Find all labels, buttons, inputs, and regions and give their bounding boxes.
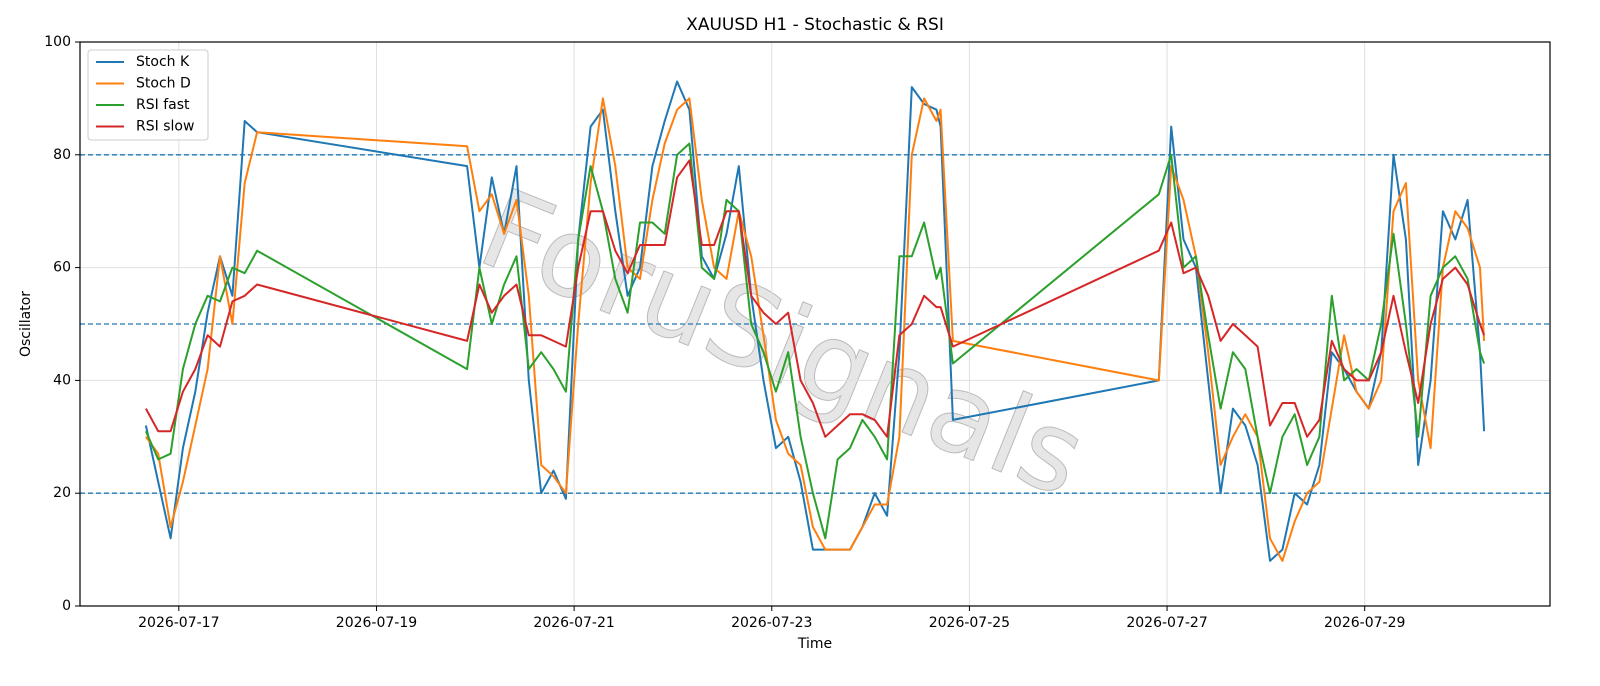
x-axis-label: Time (797, 636, 832, 652)
legend-label: RSI fast (136, 97, 190, 113)
plot-frame (79, 41, 1551, 607)
y-tick-label: 100 (44, 34, 71, 50)
chart-title: XAUUSD H1 - Stochastic & RSI (686, 15, 944, 35)
series-line (144, 142, 1486, 540)
series-line (145, 97, 1486, 562)
x-tick-label: 2026-07-25 (929, 615, 1010, 631)
y-axis-label: Oscillator (18, 291, 34, 357)
series-line (145, 159, 1486, 438)
y-tick-label: 20 (53, 485, 71, 501)
y-tick-label: 40 (53, 372, 71, 388)
x-tick-label: 2026-07-19 (336, 615, 417, 631)
x-tick-label: 2026-07-21 (533, 615, 614, 631)
x-tick-label: 2026-07-29 (1324, 615, 1405, 631)
y-tick-label: 60 (53, 260, 71, 276)
legend-label: Stoch D (136, 76, 191, 92)
legend-box (87, 49, 209, 141)
y-tick-label: 80 (53, 147, 71, 163)
legend-label: Stoch K (136, 54, 190, 70)
x-tick-label: 2026-07-23 (731, 615, 812, 631)
x-tick-label: 2026-07-27 (1126, 615, 1207, 631)
x-tick-label: 2026-07-17 (138, 615, 219, 631)
legend-label: RSI slow (136, 119, 194, 135)
y-tick-label: 0 (62, 598, 71, 614)
